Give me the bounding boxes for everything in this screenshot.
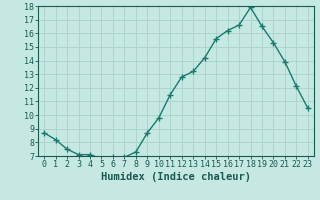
X-axis label: Humidex (Indice chaleur): Humidex (Indice chaleur): [101, 172, 251, 182]
